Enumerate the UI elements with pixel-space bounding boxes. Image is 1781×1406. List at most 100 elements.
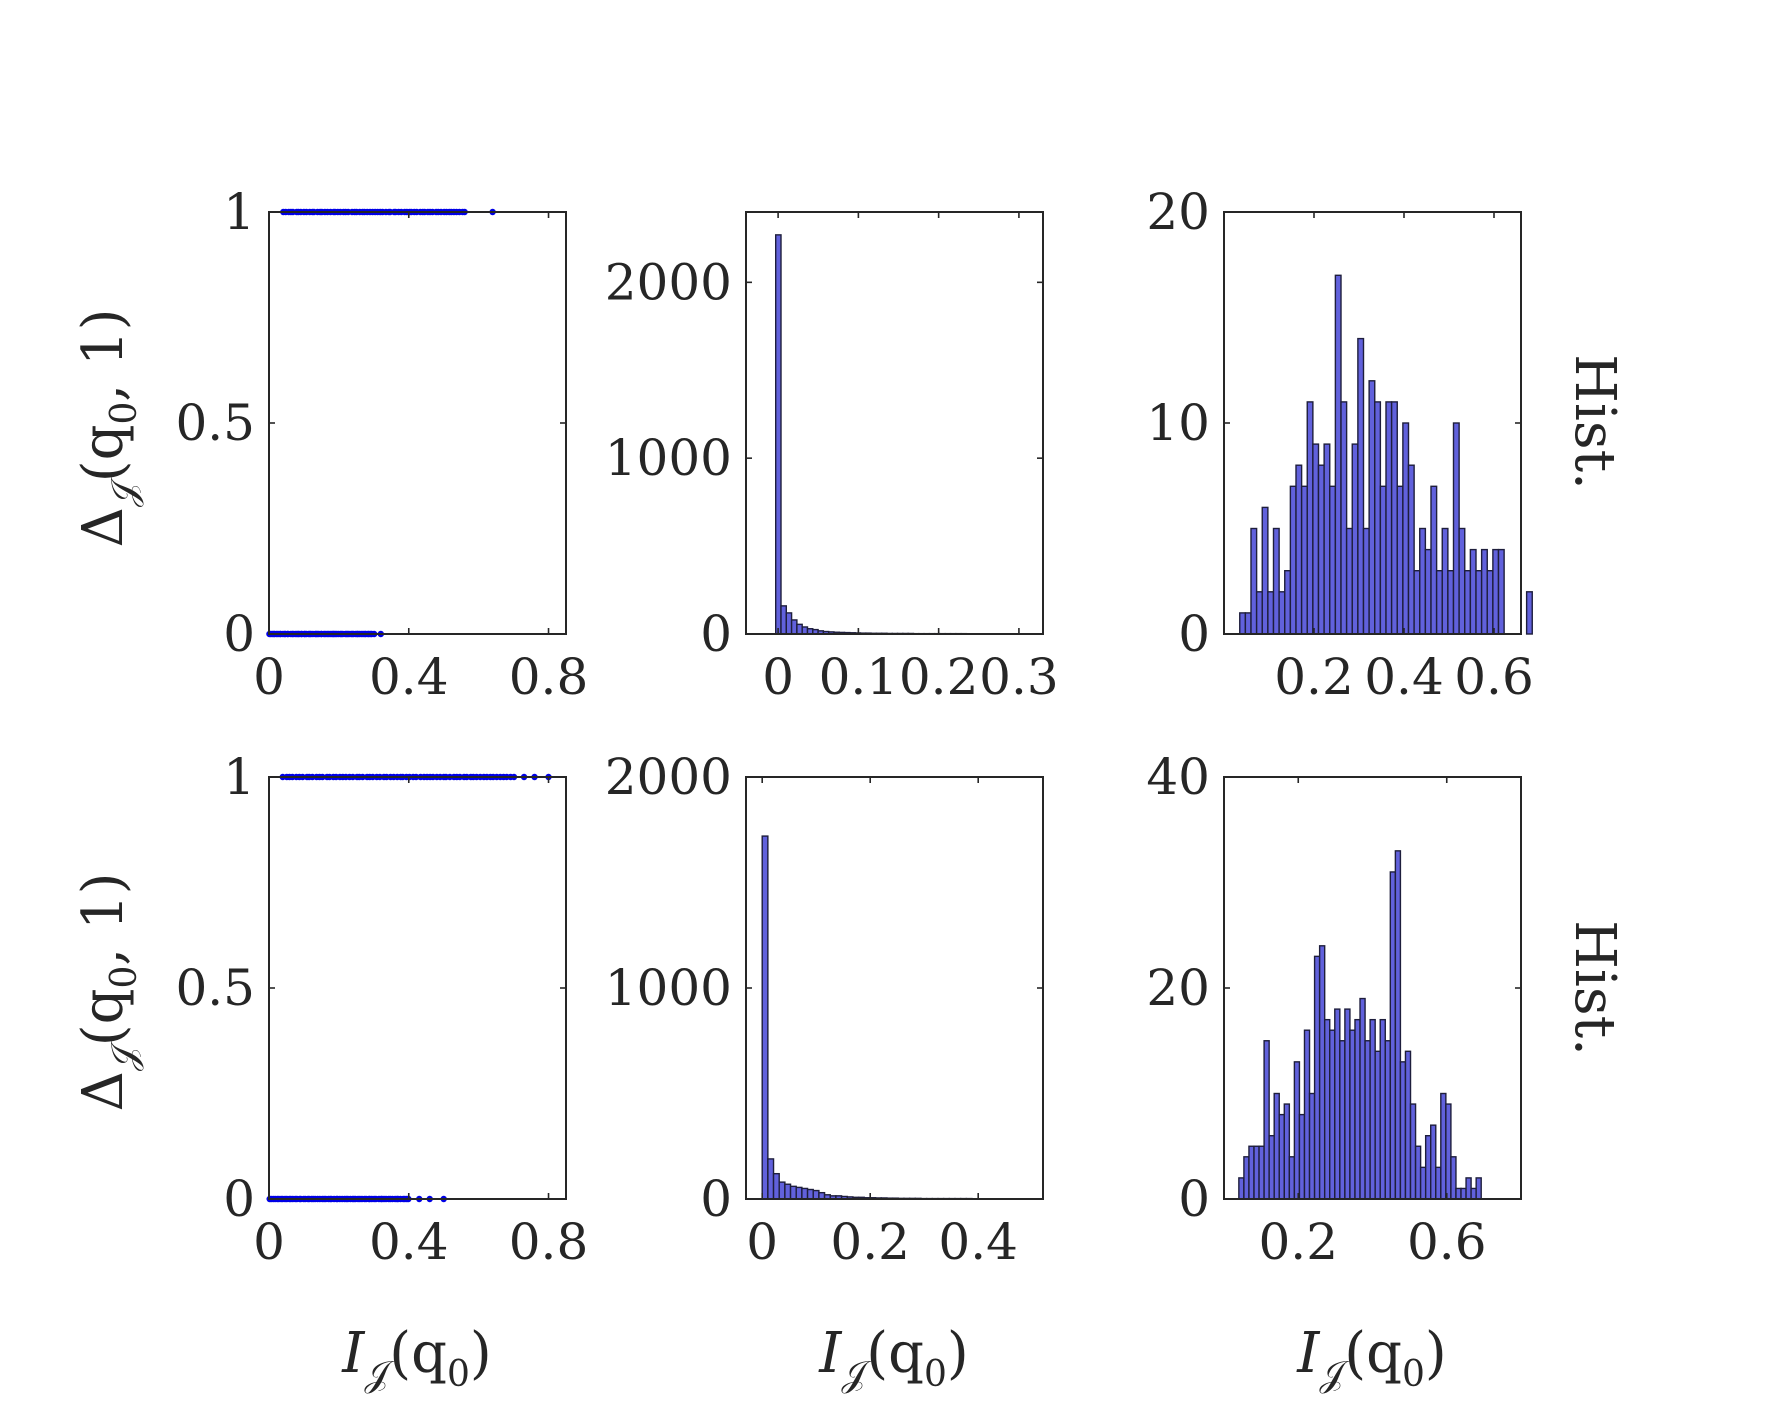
histogram-bar xyxy=(1409,1103,1417,1200)
histogram-bar xyxy=(1419,1166,1427,1200)
y-tick-label: 10 xyxy=(1146,394,1210,452)
histogram-bar xyxy=(1250,527,1258,635)
histogram-bar xyxy=(1469,548,1477,635)
histogram-bar xyxy=(1369,1018,1376,1200)
x-tick-label: 0.6 xyxy=(1454,648,1534,706)
axes-frame xyxy=(268,776,567,1200)
histogram-bar xyxy=(1419,527,1427,635)
histogram-bar xyxy=(1293,1061,1301,1200)
histogram-bar xyxy=(1404,1050,1412,1200)
histogram-bar xyxy=(1340,401,1348,635)
histogram-bar xyxy=(1351,443,1359,635)
histogram-bar xyxy=(1452,422,1460,635)
histogram-bar xyxy=(1248,1145,1255,1200)
histogram-bar xyxy=(1475,1177,1482,1200)
histogram-bar xyxy=(1258,1145,1265,1200)
y-tick-label: 0.5 xyxy=(175,394,255,452)
histogram-bar xyxy=(767,1158,775,1200)
histogram-bar xyxy=(1255,591,1263,635)
x-tick-label: 0.8 xyxy=(509,1213,589,1271)
histogram-bar xyxy=(796,623,803,635)
subplot-r1c3: 0.2 0.4 0.6 0 10 20 xyxy=(1146,183,1533,706)
histogram-bar xyxy=(1334,274,1342,635)
histogram-bar xyxy=(1475,570,1483,635)
histogram-bar xyxy=(1295,464,1303,635)
histogram-bar xyxy=(790,619,798,635)
histogram-bar xyxy=(806,1188,814,1200)
histogram-bar xyxy=(1334,1008,1341,1200)
xlabel-col-2: I𝒥(q0) xyxy=(818,1321,968,1395)
histogram-bar xyxy=(1385,401,1393,635)
y-tick-label: 0.5 xyxy=(175,959,255,1017)
histogram-bar xyxy=(1289,485,1297,635)
histogram-bar xyxy=(1323,443,1331,635)
histogram-bar xyxy=(1329,485,1337,635)
y-tick-label: 0 xyxy=(700,605,732,663)
x-tick-label: 0.2 xyxy=(1274,648,1354,706)
histogram-bar xyxy=(1389,871,1397,1200)
histogram-bar xyxy=(1384,1040,1392,1200)
x-tick-label: 0.2 xyxy=(899,648,979,706)
row-2-right-label: Hist. xyxy=(1562,920,1627,1056)
histogram-bar xyxy=(789,1185,797,1200)
histogram-bar xyxy=(1470,1187,1477,1200)
histogram-bar xyxy=(1263,1040,1270,1200)
y-tick-label: 0 xyxy=(223,1170,255,1228)
x-tick-label: 0.6 xyxy=(1407,1213,1487,1271)
histogram-bar xyxy=(1402,422,1410,635)
axes-frame xyxy=(745,211,1044,635)
histogram-bar xyxy=(1458,527,1466,635)
y-tick-label: 20 xyxy=(1146,959,1210,1017)
y-tick-label: 40 xyxy=(1146,748,1210,806)
histogram-bar xyxy=(1430,1124,1437,1200)
histogram-bar xyxy=(1253,1145,1260,1200)
y-tick-label: 0 xyxy=(1178,605,1210,663)
y-tick-label: 20 xyxy=(1146,183,1210,241)
x-tick-label: 0 xyxy=(253,1213,285,1271)
histogram-bar xyxy=(1399,1061,1407,1200)
histogram-bar xyxy=(812,1189,820,1200)
y-tick-label: 0 xyxy=(700,1170,732,1228)
x-tick-label: 0 xyxy=(746,1213,778,1271)
histogram-bar xyxy=(1303,1029,1311,1200)
histogram-bar xyxy=(1268,1134,1275,1200)
histogram-bar xyxy=(778,1181,786,1200)
histogram-bar xyxy=(1414,1145,1422,1200)
histogram-bar xyxy=(1460,1187,1467,1200)
subplot-r2c3: 0.2 0.6 0 20 40 xyxy=(1146,748,1522,1271)
histogram-bar xyxy=(761,835,769,1200)
x-tick-label: 0.8 xyxy=(509,648,589,706)
histogram-bar xyxy=(801,1187,809,1200)
histogram-bar xyxy=(775,234,782,635)
subplot-r1c2: 0 0.1 0.2 0.3 0 1000 2000 xyxy=(605,211,1059,706)
histogram-bar xyxy=(1313,955,1321,1200)
x-tick-label: 0.2 xyxy=(830,1213,910,1271)
histogram-bar xyxy=(1312,443,1320,635)
histogram-bar xyxy=(1288,1156,1296,1200)
histogram-bar xyxy=(1445,1103,1452,1200)
x-tick-label: 0 xyxy=(253,648,285,706)
histogram-bar xyxy=(1308,1092,1316,1200)
histogram-bar xyxy=(1267,591,1275,635)
histogram-bar xyxy=(1244,612,1252,635)
x-tick-label: 0.4 xyxy=(369,1213,449,1271)
histogram-bar xyxy=(1379,1018,1386,1200)
histogram-bar xyxy=(1486,570,1494,635)
axes-frame xyxy=(268,211,567,635)
histogram-bar xyxy=(1339,1040,1346,1200)
x-tick-label: 0.2 xyxy=(1258,1213,1338,1271)
histogram-bar xyxy=(1447,570,1455,635)
histogram-bar xyxy=(1424,1134,1432,1200)
xlabel-col-1: I𝒥(q0) xyxy=(341,1321,491,1395)
x-tick-label: 0.4 xyxy=(1364,648,1444,706)
histogram-bar xyxy=(1300,485,1308,635)
histogram-bar xyxy=(1364,1040,1371,1200)
x-tick-label: 0.4 xyxy=(938,1213,1018,1271)
histogram-bar xyxy=(1359,997,1366,1200)
histogram-bar xyxy=(1455,1187,1462,1200)
histogram-bar xyxy=(1362,527,1370,635)
histogram-bar xyxy=(801,626,809,635)
histogram-bar xyxy=(1464,570,1472,635)
histogram-bar xyxy=(1525,591,1533,635)
histogram-bar xyxy=(1430,485,1438,635)
